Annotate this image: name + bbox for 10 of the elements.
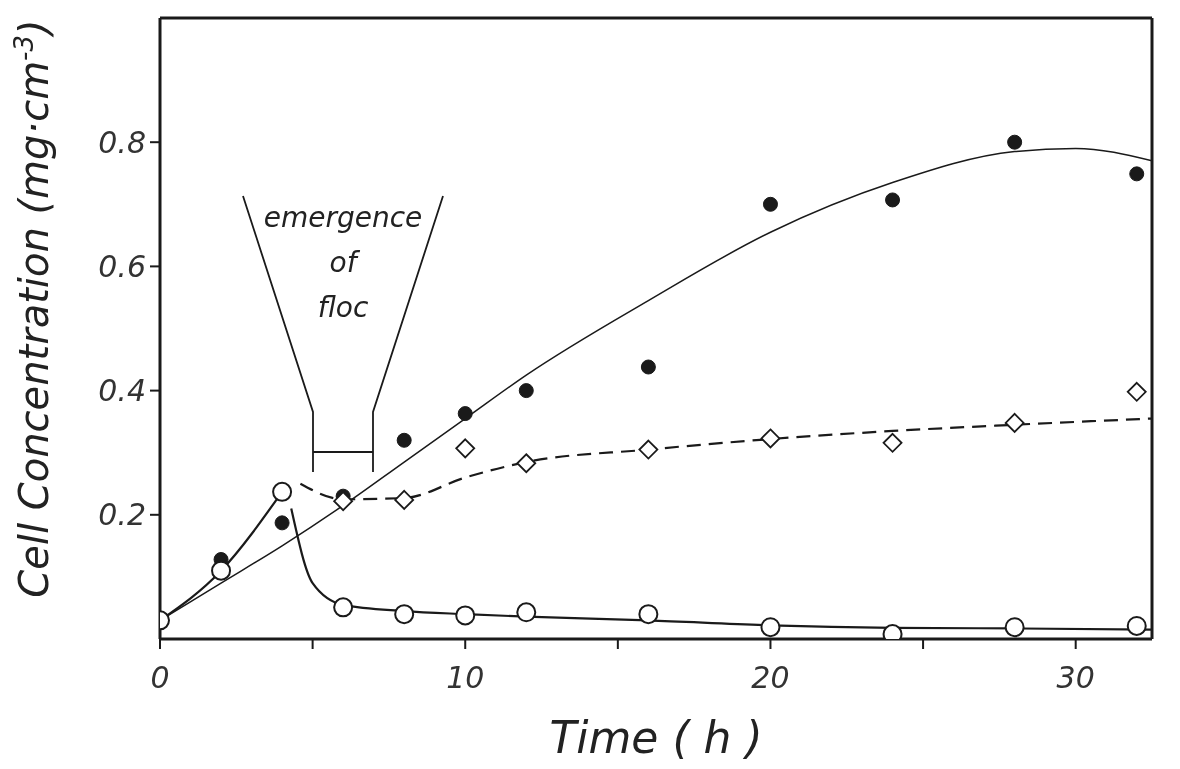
y-tick-label: 0.8 xyxy=(98,124,146,160)
x-tick-label: 0 xyxy=(150,660,170,696)
x-tick-label: 20 xyxy=(751,660,790,696)
y-tick-label: 0.4 xyxy=(98,373,146,409)
y-tick-label: 0.6 xyxy=(98,249,146,285)
y-tick-label: 0.2 xyxy=(98,497,146,533)
x-axis-title: Time ( h ) xyxy=(549,712,763,763)
x-tick-label: 30 xyxy=(1056,660,1095,696)
annotation: emergence of floc xyxy=(263,201,423,324)
x-tick-label: 10 xyxy=(446,660,485,696)
